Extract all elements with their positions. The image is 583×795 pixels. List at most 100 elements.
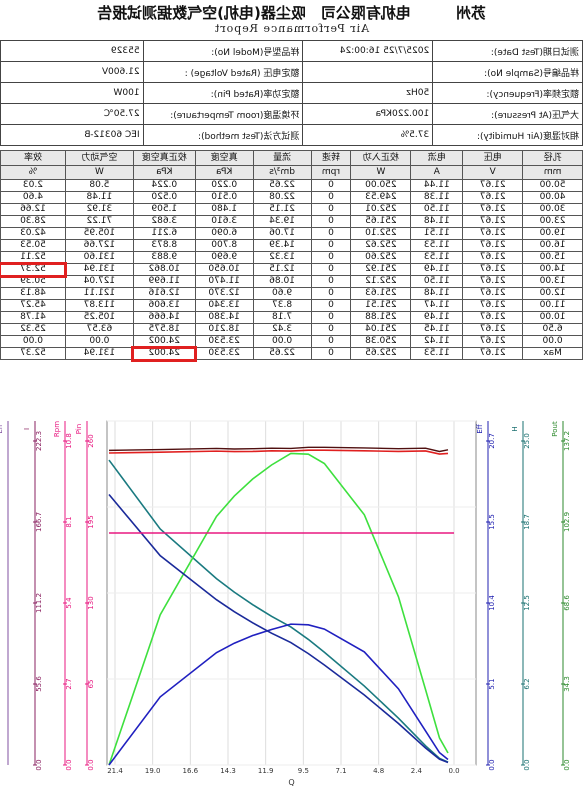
table-cell: Max: [522, 347, 583, 360]
y-tick-label: 0.0: [488, 759, 496, 770]
table-cell: 52.37: [0, 347, 66, 360]
table-cell: 11.48: [410, 287, 463, 300]
table-cell: 25.32: [0, 323, 66, 336]
table-cell: 11.38: [410, 191, 463, 204]
x-tick-label: 21.4: [107, 767, 123, 775]
y-tick-label: 130: [87, 596, 95, 609]
table-cell: 21.67: [462, 227, 523, 240]
table-cell: 13.00: [522, 275, 583, 288]
x-tick-label: 9.5: [298, 767, 309, 775]
table-cell: 11.45: [410, 323, 463, 336]
table-cell: 48.13: [0, 287, 66, 300]
y-tick-label: 65: [87, 680, 95, 689]
table-cell: 12.00: [522, 287, 583, 300]
table-cell: 21.67: [462, 347, 523, 360]
table-cell: 12.66: [0, 203, 66, 216]
column-unit: W: [65, 165, 134, 180]
table-cell: 0: [311, 239, 351, 252]
table-cell: 11.50: [410, 275, 463, 288]
table-cell: 251.88: [350, 311, 411, 324]
table-cell: 131.94: [65, 263, 134, 276]
column-unit: V: [462, 165, 523, 180]
y-tick-label: 137.2: [563, 431, 571, 451]
table-cell: 22.65: [253, 347, 312, 360]
table-row: 10.00 21.67 11.49 251.88 0 7.18 14.380 14.666 10…: [0, 311, 583, 324]
table-cell: 131.94: [65, 347, 134, 360]
column-unit: A: [410, 165, 463, 180]
column-unit: dm³/s: [253, 165, 312, 180]
info-label: 样品编号(Sample No):: [432, 61, 583, 83]
info-value: 27.50℃: [0, 103, 144, 125]
table-cell: 9.690: [195, 251, 254, 264]
table-cell: 8.873: [133, 239, 196, 252]
y-tick-label: 0.0: [523, 759, 531, 770]
table-cell: 12.616: [133, 287, 196, 300]
table-cell: 252.65: [350, 347, 411, 360]
table-cell: 0: [311, 311, 351, 324]
y-tick-label: 55.6: [35, 676, 43, 692]
table-cell: 52.11: [0, 251, 66, 264]
info-label: 额定功率(Rated Pin):: [143, 82, 303, 104]
table-cell: 0.220: [195, 179, 254, 192]
y-axis-name: Eff: [476, 424, 484, 433]
table-row: 40.00 21.67 11.38 249.53 0 22.08 0.510 0.520 11.…: [0, 191, 583, 204]
y-tick-label: 260: [87, 434, 95, 447]
info-value: 37.5%: [302, 124, 433, 146]
x-tick-label: 14.3: [220, 767, 236, 775]
info-value: 50Hz: [302, 82, 433, 104]
table-cell: 21.67: [462, 299, 523, 312]
table-cell: 21.67: [462, 191, 523, 204]
table-row: 30.00 21.67 11.50 252.01 0 21.15 1.480 1.509 31.…: [0, 203, 583, 216]
table-row: 50.00 21.67 11.44 250.00 0 22.65 0.220 0.224 5.0…: [0, 179, 583, 192]
table-cell: 11.00: [522, 299, 583, 312]
table-cell: 21.67: [462, 335, 523, 348]
table-cell: 15.00: [522, 251, 583, 264]
table-cell: 16.00: [522, 239, 583, 252]
table-cell: 23.530: [195, 347, 254, 360]
table-cell: 105.25: [65, 311, 134, 324]
table-cell: 17.06: [253, 227, 312, 240]
table-cell: 22.65: [253, 179, 312, 192]
y-tick-label: 0.0: [87, 759, 95, 770]
table-cell: 251.51: [350, 299, 411, 312]
table-cell: 0.510: [195, 191, 254, 204]
table-cell: 11.53: [410, 347, 463, 360]
table-cell: 252.01: [350, 203, 411, 216]
table-cell: 3.610: [195, 215, 254, 228]
table-row: 0.00 21.67 11.42 250.38 0 0.00 23.530 24.002 0.0…: [0, 335, 583, 348]
report-subtitle: Air Performance Report: [213, 22, 370, 35]
table-cell: 40.00: [522, 191, 583, 204]
table-cell: 0.520: [133, 191, 196, 204]
table-cell: 12.15: [253, 263, 312, 276]
table-cell: 23.530: [195, 335, 254, 348]
table-cell: 9.60: [253, 287, 312, 300]
table-cell: 24.002: [131, 345, 198, 362]
table-row: 6.50 21.67 11.45 251.04 0 3.42 18.210 18.575 63.…: [0, 323, 583, 336]
y-tick-label: 166.7: [35, 512, 43, 532]
table-cell: 0: [311, 275, 351, 288]
table-cell: 21.67: [462, 275, 523, 288]
x-tick-label: 11.9: [258, 767, 274, 775]
table-cell: 21.15: [253, 203, 312, 216]
table-cell: 19.34: [253, 215, 312, 228]
table-row: 16.00 21.67 11.53 252.62 0 14.39 8.700 8.873 127…: [0, 239, 583, 252]
column-header: 真空度: [195, 150, 254, 166]
info-label: 环境温度(room Tempertaure):: [143, 103, 303, 125]
table-cell: 11.50: [410, 203, 463, 216]
column-unit: W: [350, 165, 411, 180]
x-tick-label: 16.6: [183, 767, 199, 775]
table-row: Max 21.67 11.53 252.65 0 22.65 23.530 24.002 131…: [0, 345, 583, 362]
info-value: 55329: [0, 40, 144, 62]
y-tick-label: 0.0: [35, 759, 43, 770]
table-cell: 11.49: [410, 311, 463, 324]
table-cell: 21.67: [462, 323, 523, 336]
y-tick-label: 12.5: [523, 595, 531, 611]
table-cell: 10.862: [133, 263, 196, 276]
info-label: 相对湿度(Air Humidity):: [432, 124, 583, 146]
table-cell: 3.42: [253, 323, 312, 336]
table-cell: 0.224: [133, 179, 196, 192]
corrected-vacuum-curve: [108, 493, 449, 764]
y-tick-label: 222.3: [35, 431, 43, 451]
table-cell: 252.12: [350, 275, 411, 288]
